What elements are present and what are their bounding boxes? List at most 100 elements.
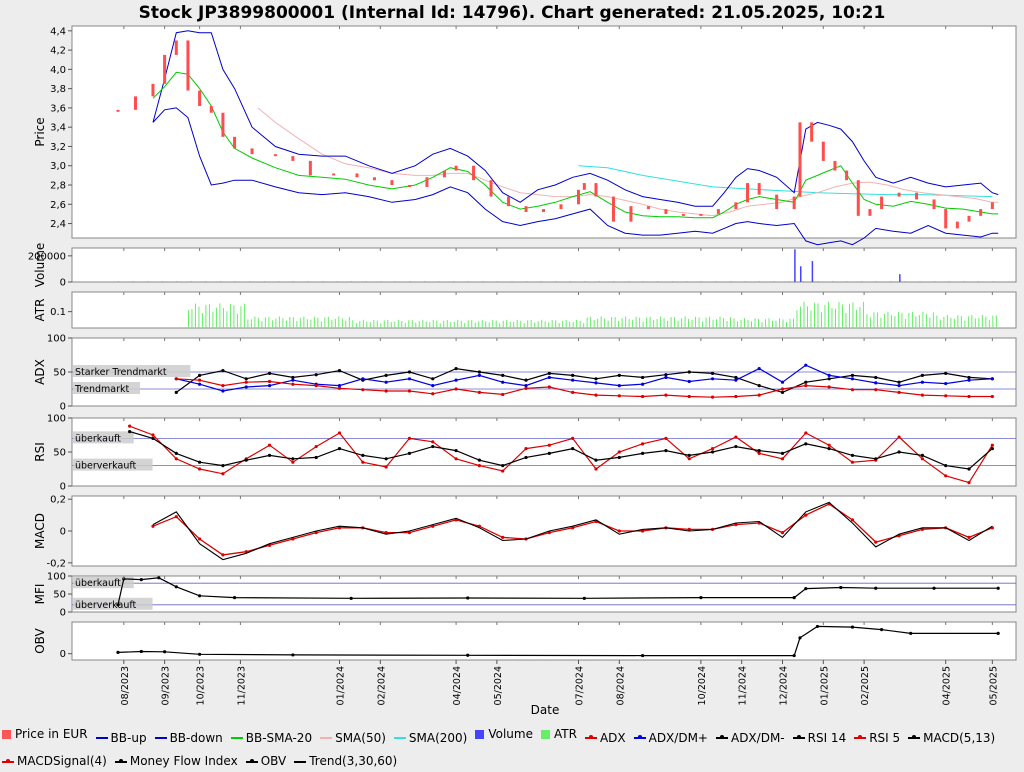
legend-item: SMA(200) [393, 728, 467, 749]
macd-signal-point [407, 530, 412, 535]
atr-bar [464, 323, 466, 328]
adx-tick-label: 100 [47, 334, 66, 345]
atr-bar [355, 322, 357, 328]
dm-minus-point [571, 373, 575, 377]
price-candle [810, 122, 814, 142]
atr-bar [502, 320, 504, 328]
volume-bar [919, 281, 921, 282]
price-candle [967, 215, 971, 222]
atr-bar [607, 320, 609, 328]
x-tick-label: 12/2024 [779, 666, 790, 705]
legend-label: RSI 14 [807, 730, 847, 745]
atr-bar [390, 322, 392, 328]
legend-swatch [114, 758, 127, 763]
atr-bar [317, 317, 319, 328]
rsi14-point [734, 444, 738, 449]
price-candle [681, 213, 685, 216]
volume-bar [161, 281, 163, 282]
legend-label: MACD(5,13) [923, 730, 996, 745]
dm-minus-point [291, 375, 295, 380]
dm-minus-point [524, 378, 528, 382]
atr-bar [768, 318, 770, 328]
price-candle [209, 105, 213, 113]
legend-swatch [393, 737, 406, 739]
volume-bar [730, 281, 732, 282]
macd-signal-point [384, 530, 388, 535]
rsi5-point [920, 457, 924, 461]
price-tick-label: 3,4 [50, 123, 66, 134]
atr-bar [730, 317, 732, 328]
volume-bar [832, 281, 834, 282]
atr-bar [876, 312, 878, 328]
macd-signal-point [874, 540, 878, 544]
macd-signal-point [804, 513, 808, 517]
price-candle [699, 213, 703, 216]
atr-bar [873, 312, 875, 328]
volume-bar [263, 281, 265, 282]
price-candle [198, 90, 202, 106]
mfi-point [174, 585, 178, 589]
x-tick-label: 05/2025 [988, 666, 999, 705]
rsi14-point [664, 449, 668, 453]
adx-point [641, 394, 645, 399]
legend-swatch [715, 735, 728, 739]
rsi14-point [314, 455, 318, 460]
rsi5-point [221, 472, 225, 476]
atr-bar [908, 313, 910, 328]
rsi14-point [501, 464, 505, 468]
price-candle [646, 206, 650, 210]
mfi-point [792, 596, 796, 600]
dm-minus-point [594, 377, 598, 381]
dm-plus-point [850, 377, 855, 381]
legend-item: MACD(5,13) [908, 728, 995, 749]
dm-minus-point [804, 380, 808, 384]
mfi-point [139, 578, 143, 582]
legend-swatch [320, 737, 333, 739]
atr-bar [660, 316, 662, 328]
price-candle [308, 160, 312, 176]
volume-bar [788, 281, 790, 282]
atr-bar [932, 312, 934, 328]
rsi5-point [384, 465, 388, 469]
adx-point [990, 394, 994, 399]
adx-tick-label: 0 [60, 402, 66, 413]
dm-minus-point [198, 373, 202, 377]
price-candle [524, 206, 528, 212]
atr-bar [806, 306, 808, 328]
atr-bar [904, 318, 906, 328]
dm-plus-point [221, 389, 225, 393]
legend-item: MACDSignal(4) [2, 751, 107, 772]
volume-bar [234, 281, 236, 282]
atr-bar [838, 302, 840, 328]
rsi14-point [431, 444, 435, 449]
legend-item: BB-up [95, 728, 147, 749]
legend-item: ATR [540, 724, 577, 745]
atr-bar [684, 316, 686, 328]
adx-point [244, 380, 248, 384]
atr-bar [719, 316, 721, 328]
adx-point [547, 385, 551, 389]
price-candle [559, 204, 563, 210]
price-candle [425, 177, 429, 187]
atr-bar [705, 317, 707, 328]
price-candle [489, 180, 493, 197]
obv-point [879, 628, 884, 632]
price-candle [664, 209, 668, 214]
obv-line [117, 625, 999, 657]
dm-plus-point [804, 363, 808, 367]
price-candle [944, 209, 948, 229]
legend-label: OBV [260, 754, 287, 768]
mfi-point [466, 596, 470, 600]
volume-bar [715, 281, 717, 282]
atr-bar [415, 322, 417, 328]
panel-adx: 0 50 100 ADX Starker Trendmarkt Trendmarkt [33, 334, 1017, 413]
volume-bar [890, 281, 892, 282]
legend-item: Money Flow Index [114, 751, 238, 772]
legend-label: Money Flow Index [129, 754, 238, 768]
legend-swatch [792, 735, 805, 739]
obv-point [798, 636, 802, 640]
rsi5-point [198, 467, 202, 471]
atr-bar [254, 316, 256, 328]
